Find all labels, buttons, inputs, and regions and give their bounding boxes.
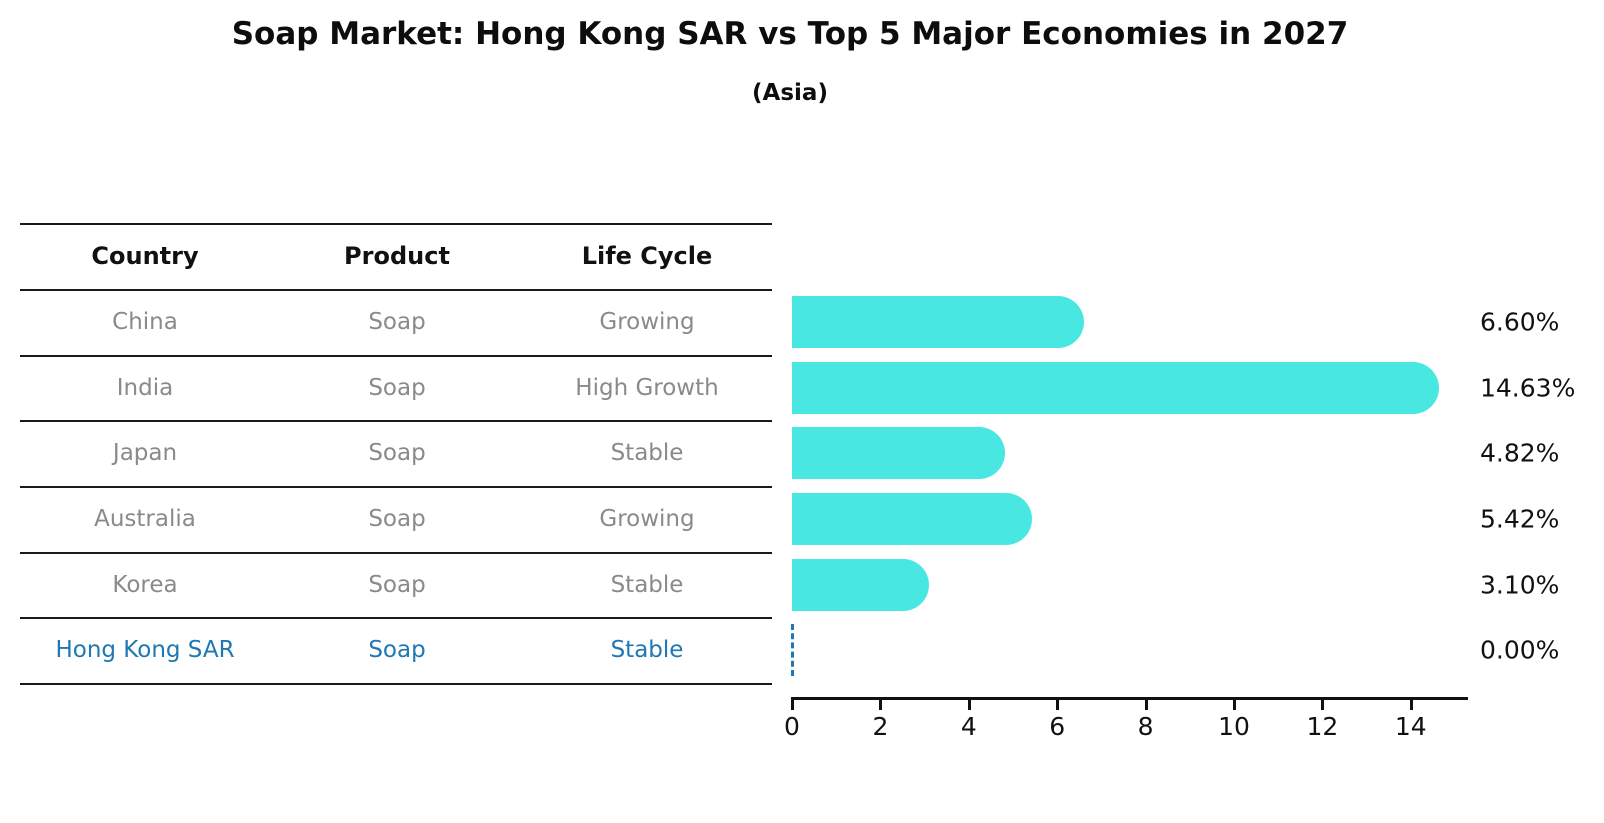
x-axis-tick [1233,697,1236,710]
x-axis-line [792,697,1468,700]
table-separator-line [20,683,772,685]
table-cell-country: China [112,309,178,335]
x-axis-tick [791,697,794,710]
bar-value-label: 5.42% [1480,504,1560,534]
table-cell-life-cycle: Stable [610,637,684,663]
bar-value-label: 0.00% [1480,635,1560,665]
table-cell-product: Soap [368,374,426,401]
table-cell-country: India [116,374,174,401]
table-header-life-cycle: Life Cycle [581,242,713,270]
table-cell-life-cycle: Growing [599,506,695,532]
chart-subtitle: (Asia) [752,80,828,106]
x-axis-tick-label: 12 [1306,712,1339,741]
table-cell-life-cycle: Stable [610,571,684,598]
table-cell-life-cycle: High Growth [575,374,719,401]
table-separator-line [20,552,772,554]
bar-china [792,296,1084,348]
bar-korea [792,558,930,611]
bar-value-label: 6.60% [1480,307,1560,337]
table-cell-product: Soap [368,506,426,532]
table-cell-product: Soap [368,571,426,598]
table-header-country: Country [91,242,199,270]
bar-value-label: 14.63% [1480,373,1576,402]
x-axis-tick-label: 2 [872,712,889,741]
bar-australia [792,493,1032,545]
table-separator-line [20,223,772,225]
x-axis-tick-label: 14 [1394,712,1427,741]
table-cell-country: Japan [112,440,178,466]
x-axis-tick-label: 6 [1049,712,1066,741]
table-cell-country: Hong Kong SAR [55,637,235,663]
table-separator-line [20,355,772,357]
x-axis-tick [879,697,883,710]
x-axis-tick-label: 4 [960,712,977,741]
table-separator-line [20,420,772,422]
x-axis-tick [1144,697,1148,710]
bar-value-label: 3.10% [1480,570,1560,599]
table-cell-product: Soap [368,440,426,466]
table-cell-country: Australia [94,506,196,532]
x-axis-tick [1409,697,1413,710]
x-axis-tick [1321,697,1325,710]
chart-title: Soap Market: Hong Kong SAR vs Top 5 Majo… [231,16,1349,52]
bar-japan [792,427,1006,479]
table-separator-line [20,289,772,291]
zero-value-dashed-line [791,624,794,676]
table-cell-country: Korea [112,571,178,598]
x-axis-tick-label: 10 [1218,712,1250,741]
x-axis-tick [967,697,971,710]
x-axis-tick [1056,697,1060,710]
bar-india [792,361,1439,414]
x-axis-tick-label: 0 [784,712,800,741]
table-cell-life-cycle: Stable [610,440,684,466]
x-axis-tick-label: 8 [1137,712,1154,741]
table-cell-life-cycle: Growing [599,309,695,335]
table-header-product: Product [344,242,450,270]
table-cell-product: Soap [368,309,426,335]
table-separator-line [20,486,772,488]
table-cell-product: Soap [368,637,426,663]
bar-value-label: 4.82% [1480,438,1560,468]
table-separator-line [20,617,772,619]
